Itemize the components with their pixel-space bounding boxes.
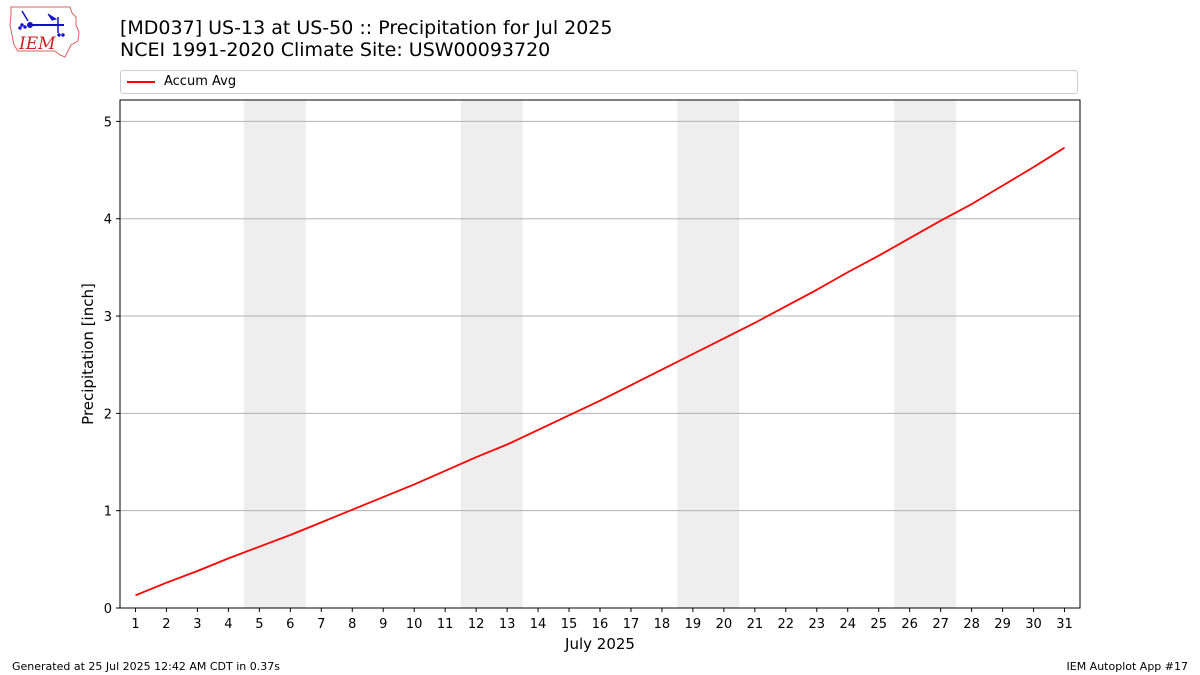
x-tick-label: 8: [348, 617, 356, 632]
series-line-accum-avg: [135, 146, 1065, 597]
x-tick-label: 15: [561, 617, 578, 632]
x-tick-label: 22: [778, 617, 795, 632]
x-tick-label: 29: [994, 617, 1011, 632]
y-axis-label: Precipitation [inch]: [79, 283, 97, 425]
x-tick-label: 9: [379, 617, 387, 632]
weekend-band: [243, 100, 306, 608]
x-tick-label: 28: [963, 617, 980, 632]
y-tick-label: 1: [104, 505, 112, 520]
x-tick-label: 30: [1025, 617, 1042, 632]
y-tick-label: 4: [104, 213, 112, 228]
x-axis-label: July 2025: [564, 635, 635, 653]
x-tick-label: 23: [809, 617, 826, 632]
state-outline-icon: [9, 6, 80, 58]
x-tick-label: 21: [747, 617, 764, 632]
x-tick-label: 31: [1056, 617, 1073, 632]
x-tick-label: 6: [286, 617, 294, 632]
weekend-band: [460, 100, 523, 608]
legend: Accum Avg: [120, 70, 1078, 94]
x-tick-label: 13: [499, 617, 516, 632]
iem-logo-text: IEM: [18, 34, 56, 54]
x-tick-label: 27: [932, 617, 949, 632]
x-tick-label: 20: [716, 617, 733, 632]
app-credit: IEM Autoplot App #17: [1066, 660, 1189, 673]
x-tick-label: 18: [654, 617, 671, 632]
x-tick-label: 25: [870, 617, 887, 632]
weather-instruments-icon: [18, 10, 65, 37]
chart-subtitle: NCEI 1991-2020 Climate Site: USW00093720: [120, 39, 551, 61]
x-tick-label: 19: [685, 617, 702, 632]
x-tick-label: 7: [317, 617, 325, 632]
y-tick-label: 2: [104, 407, 112, 422]
x-tick-label: 4: [224, 617, 232, 632]
x-tick-label: 24: [839, 617, 856, 632]
x-tick-label: 11: [437, 617, 454, 632]
x-tick-label: 2: [162, 617, 170, 632]
y-tick-label: 0: [104, 602, 112, 617]
weekend-band: [894, 100, 957, 608]
legend-label: Accum Avg: [164, 74, 237, 89]
x-tick-label: 14: [530, 617, 547, 632]
chart-title: [MD037] US-13 at US-50 :: Precipitation …: [120, 17, 613, 39]
x-tick-label: 5: [255, 617, 263, 632]
weekend-band: [677, 100, 740, 608]
x-tick-label: 10: [406, 617, 423, 632]
x-tick-label: 3: [193, 617, 201, 632]
x-tick-label: 26: [901, 617, 918, 632]
x-tick-label: 17: [623, 617, 640, 632]
x-tick-label: 1: [131, 617, 139, 632]
x-tick-label: 12: [468, 617, 485, 632]
y-tick-label: 5: [104, 115, 112, 130]
generated-timestamp: Generated at 25 Jul 2025 12:42 AM CDT in…: [12, 660, 280, 673]
iem-logo: IEM: [9, 6, 80, 58]
y-tick-label: 3: [104, 310, 112, 325]
legend-line-icon: [127, 81, 155, 83]
x-tick-label: 16: [592, 617, 609, 632]
